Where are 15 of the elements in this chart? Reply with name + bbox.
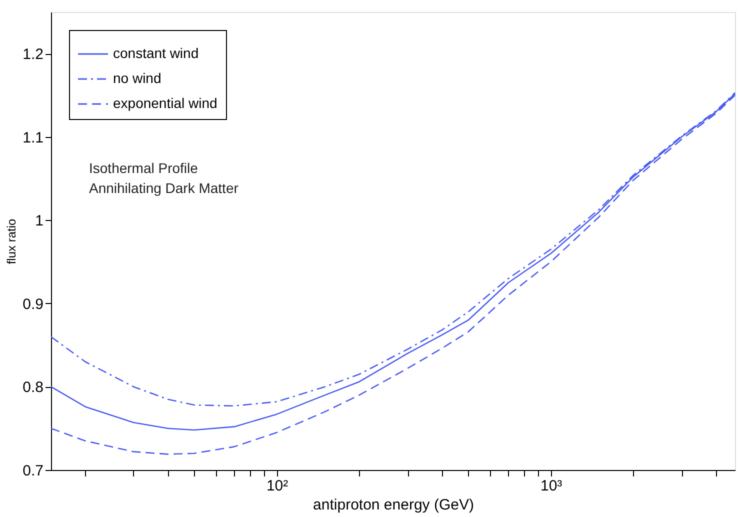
legend-label: no wind <box>113 70 162 86</box>
legend-label: constant wind <box>113 45 199 61</box>
y-tick-label: 0.7 <box>22 462 44 480</box>
y-tick-label: 0.8 <box>22 379 44 396</box>
y-tick-label: 1 <box>35 212 44 230</box>
x-tick-label: 10³ <box>540 478 562 494</box>
annotation: Annihilating Dark Matter <box>89 180 239 196</box>
y-tick-label: 0.9 <box>22 296 44 313</box>
y-tick-label: 1.1 <box>22 129 44 146</box>
x-tick-label: 10² <box>266 478 288 494</box>
x-axis-title: antiproton energy (GeV) <box>313 496 474 514</box>
y-tick-label: 1.2 <box>22 46 44 64</box>
y-axis-title: flux ratio <box>4 218 19 264</box>
annotation: Isothermal Profile <box>89 160 198 176</box>
legend-label: exponential wind <box>113 95 218 111</box>
